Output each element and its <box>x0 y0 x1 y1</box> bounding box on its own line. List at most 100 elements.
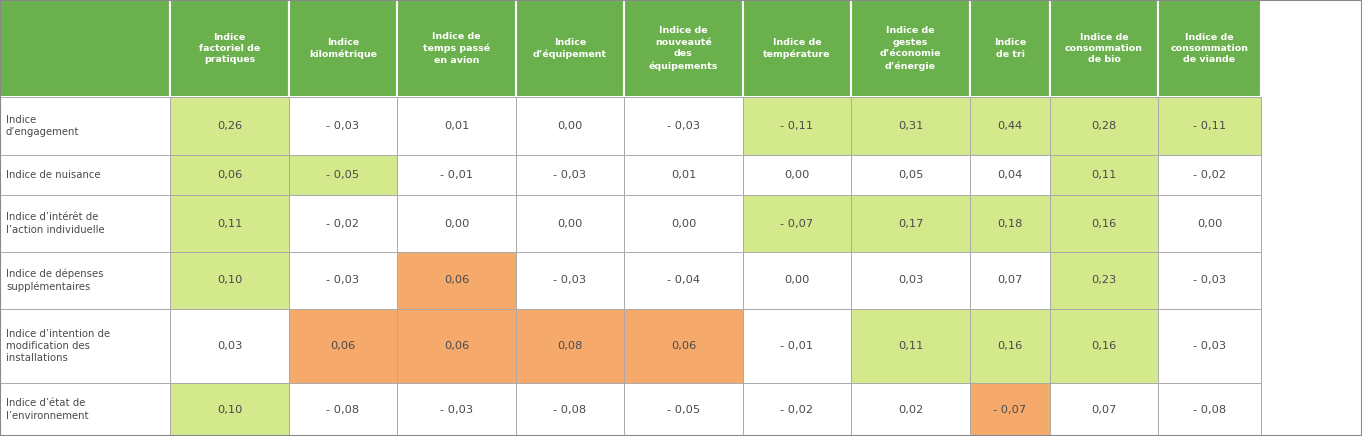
Bar <box>624 309 744 383</box>
Text: 0,06: 0,06 <box>671 341 696 351</box>
Text: 0,00: 0,00 <box>785 170 809 180</box>
Bar <box>744 195 851 252</box>
Bar <box>1050 252 1158 309</box>
Bar <box>0 97 170 155</box>
Text: - 0,01: - 0,01 <box>440 170 473 180</box>
Bar <box>396 155 516 195</box>
Bar <box>170 155 289 195</box>
Text: - 0,02: - 0,02 <box>780 405 813 415</box>
Text: 0,02: 0,02 <box>898 405 923 415</box>
Text: 0,44: 0,44 <box>997 121 1023 131</box>
Bar <box>1158 309 1261 383</box>
Bar <box>516 0 624 97</box>
Text: 0,05: 0,05 <box>898 170 923 180</box>
Bar <box>624 252 744 309</box>
Text: Indice d’intention de
modification des
installations: Indice d’intention de modification des i… <box>5 329 110 363</box>
Bar <box>170 252 289 309</box>
Text: - 0,01: - 0,01 <box>780 341 813 351</box>
Bar <box>970 309 1050 383</box>
Bar <box>1050 309 1158 383</box>
Bar <box>1158 155 1261 195</box>
Bar <box>970 252 1050 309</box>
Text: - 0,03: - 0,03 <box>553 276 587 286</box>
Bar <box>744 383 851 436</box>
Text: Indice
de tri: Indice de tri <box>994 38 1026 59</box>
Bar <box>851 309 970 383</box>
Bar <box>289 0 396 97</box>
Text: 0,06: 0,06 <box>444 276 469 286</box>
Text: Indice de
température: Indice de température <box>763 38 831 59</box>
Bar <box>1158 97 1261 155</box>
Bar <box>1158 0 1261 97</box>
Text: - 0,08: - 0,08 <box>553 405 587 415</box>
Bar <box>396 309 516 383</box>
Bar <box>970 383 1050 436</box>
Bar <box>1158 252 1261 309</box>
Bar <box>851 195 970 252</box>
Bar <box>624 0 744 97</box>
Bar <box>170 195 289 252</box>
Text: 0,16: 0,16 <box>1091 341 1117 351</box>
Bar <box>396 252 516 309</box>
Bar <box>1050 0 1158 97</box>
Bar <box>744 97 851 155</box>
Bar <box>516 252 624 309</box>
Bar <box>744 155 851 195</box>
Bar <box>970 195 1050 252</box>
Bar <box>289 155 396 195</box>
Text: 0,00: 0,00 <box>444 218 469 228</box>
Text: 0,16: 0,16 <box>1091 218 1117 228</box>
Bar <box>1050 195 1158 252</box>
Text: Indice d’état de
l’environnement: Indice d’état de l’environnement <box>5 399 89 421</box>
Text: Indice de dépenses
supplémentaires: Indice de dépenses supplémentaires <box>5 269 104 292</box>
Text: 0,06: 0,06 <box>444 341 469 351</box>
Bar <box>170 97 289 155</box>
Text: 0,01: 0,01 <box>671 170 696 180</box>
Text: 0,08: 0,08 <box>557 341 583 351</box>
Text: Indice de
gestes
d’économie
d’énergie: Indice de gestes d’économie d’énergie <box>880 27 941 71</box>
Text: 0,10: 0,10 <box>217 405 242 415</box>
Text: 0,07: 0,07 <box>1091 405 1117 415</box>
Text: 0,17: 0,17 <box>898 218 923 228</box>
Bar <box>624 155 744 195</box>
Bar <box>851 155 970 195</box>
Text: - 0,04: - 0,04 <box>667 276 700 286</box>
Text: - 0,11: - 0,11 <box>1193 121 1226 131</box>
Bar <box>851 0 970 97</box>
Bar <box>289 97 396 155</box>
Text: - 0,11: - 0,11 <box>780 121 813 131</box>
Bar <box>0 309 170 383</box>
Text: Indice
d’équipement: Indice d’équipement <box>533 38 607 59</box>
Bar <box>516 309 624 383</box>
Text: - 0,05: - 0,05 <box>667 405 700 415</box>
Bar <box>624 383 744 436</box>
Bar <box>170 383 289 436</box>
Text: Indice de
consommation
de viande: Indice de consommation de viande <box>1170 33 1249 65</box>
Text: - 0,07: - 0,07 <box>993 405 1027 415</box>
Text: Indice
d’engagement: Indice d’engagement <box>5 115 79 137</box>
Text: 0,16: 0,16 <box>997 341 1023 351</box>
Text: Indice de
temps passé
en avion: Indice de temps passé en avion <box>424 32 490 65</box>
Bar <box>970 0 1050 97</box>
Text: - 0,03: - 0,03 <box>1193 276 1226 286</box>
Bar <box>396 195 516 252</box>
Bar <box>396 0 516 97</box>
Bar <box>289 309 396 383</box>
Text: Indice de
nouveauté
des
équipements: Indice de nouveauté des équipements <box>648 27 718 71</box>
Text: - 0,03: - 0,03 <box>1193 341 1226 351</box>
Bar <box>851 97 970 155</box>
Text: 0,00: 0,00 <box>557 121 583 131</box>
Text: 0,23: 0,23 <box>1091 276 1117 286</box>
Bar <box>0 195 170 252</box>
Bar <box>1158 383 1261 436</box>
Bar <box>289 195 396 252</box>
Text: 0,00: 0,00 <box>1197 218 1222 228</box>
Text: Indice de
consommation
de bio: Indice de consommation de bio <box>1065 33 1143 65</box>
Text: 0,00: 0,00 <box>785 276 809 286</box>
Text: Indice d’intérêt de
l’action individuelle: Indice d’intérêt de l’action individuell… <box>5 212 105 235</box>
Bar <box>516 383 624 436</box>
Text: Indice de nuisance: Indice de nuisance <box>5 170 101 180</box>
Text: 0,06: 0,06 <box>217 170 242 180</box>
Text: - 0,05: - 0,05 <box>327 170 360 180</box>
Bar <box>970 97 1050 155</box>
